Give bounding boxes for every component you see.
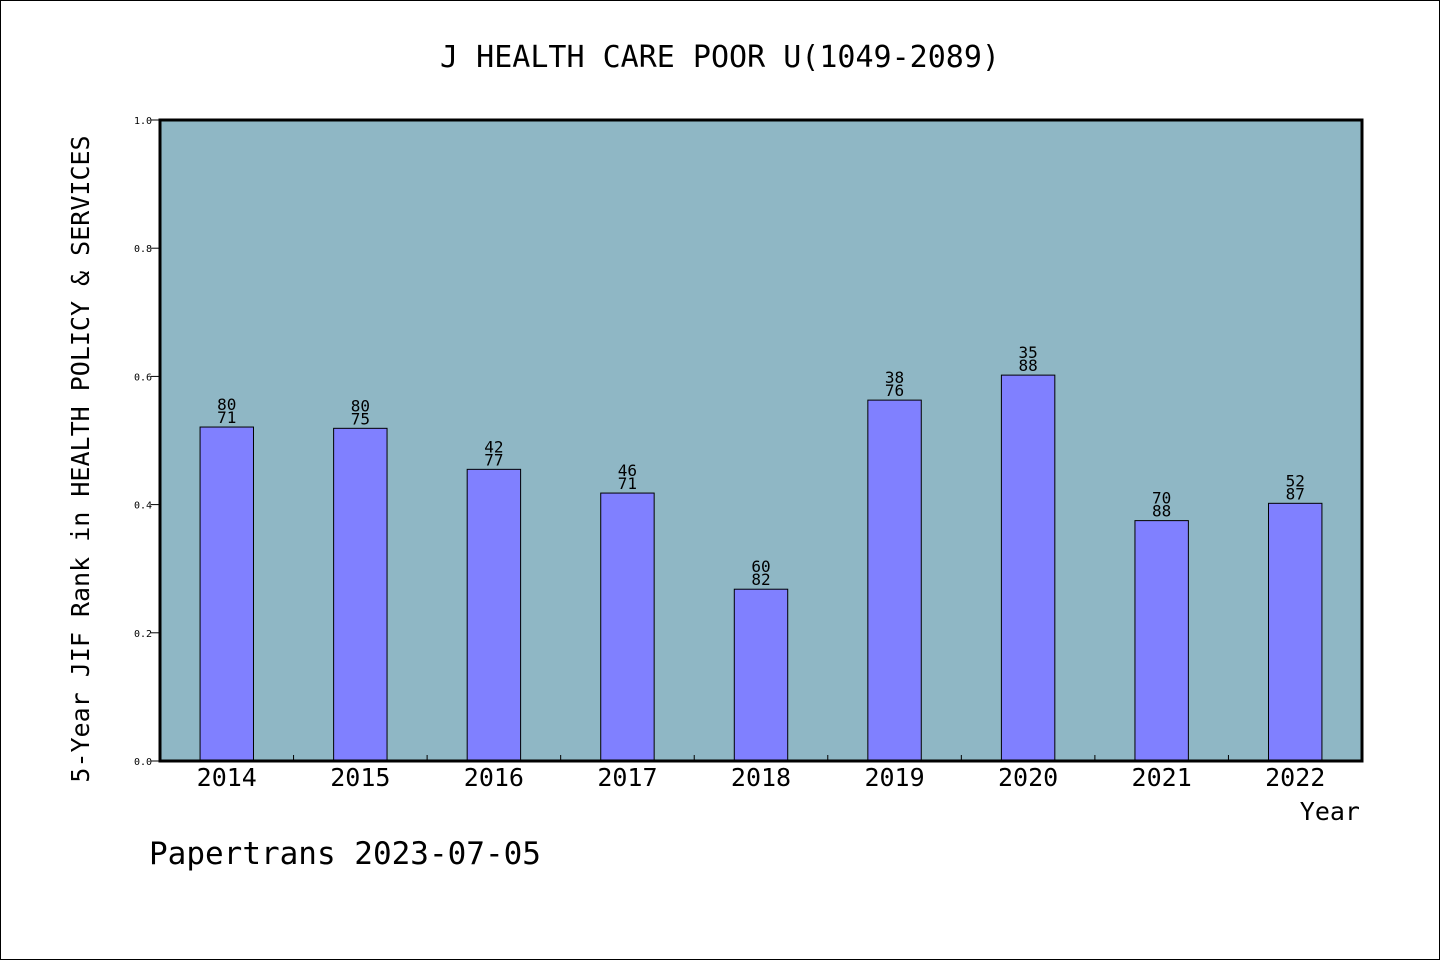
x-tick-label: 2018 <box>731 763 791 792</box>
y-tick-label: 0.4 <box>134 501 152 512</box>
plot-frame <box>158 118 1364 763</box>
y-tick-label: 0.6 <box>134 372 152 383</box>
bar-label-total: 71 <box>618 474 637 493</box>
bar-label-rank: 38 <box>885 368 904 387</box>
bar-label-rank: 80 <box>351 396 370 415</box>
bar-2014 <box>199 426 254 762</box>
y-tick-label: 0.2 <box>134 629 152 640</box>
bar-label-rank: 70 <box>1152 489 1171 508</box>
bar-label-rank: 35 <box>1018 343 1037 362</box>
bar-2016 <box>466 468 522 762</box>
bar-label-rank: 46 <box>618 461 637 480</box>
y-tick-label: 0.0 <box>134 757 152 768</box>
bar-label-total: 71 <box>217 408 236 427</box>
bar-2015 <box>333 427 388 762</box>
bar-2017 <box>600 492 655 762</box>
chart-title: J HEALTH CARE POOR U(1049-2089) <box>440 40 1000 75</box>
bar-label-rank: 60 <box>751 557 770 576</box>
x-tick-label: 2016 <box>464 763 524 792</box>
x-tick-label: 2019 <box>864 763 924 792</box>
x-tick-label: 2014 <box>197 763 257 792</box>
x-axis-title: Year <box>1300 797 1360 826</box>
bar-2018 <box>733 588 789 762</box>
y-axis: 0.0 0.2 0.4 0.6 0.8 1.0 <box>134 116 160 768</box>
bar-label-total: 76 <box>885 381 904 400</box>
x-tick-label: 2015 <box>330 763 390 792</box>
bar-label-total: 77 <box>484 450 503 469</box>
bar-label-total: 75 <box>351 409 370 428</box>
y-tick-label: 1.0 <box>134 116 152 127</box>
x-tick-label: 2021 <box>1132 763 1192 792</box>
x-axis: 2014 2015 2016 2017 2018 2019 2020 2021 2022 <box>197 755 1325 792</box>
bar-label-total: 88 <box>1152 502 1171 521</box>
bar-2020 <box>1000 374 1056 762</box>
bar-label-rank: 52 <box>1286 471 1305 490</box>
bar-label-rank: 42 <box>484 437 503 456</box>
x-tick-label: 2022 <box>1265 763 1325 792</box>
bar-label-total: 87 <box>1286 484 1305 503</box>
x-tick-label: 2017 <box>597 763 657 792</box>
bar-2019 <box>867 399 922 762</box>
bar-2021 <box>1134 520 1189 762</box>
bar-label-total: 88 <box>1018 356 1037 375</box>
bar-label-rank: 80 <box>217 395 236 414</box>
bar-2022 <box>1268 502 1323 762</box>
y-axis-title: 5-Year JIF Rank in HEALTH POLICY & SERVI… <box>66 135 95 782</box>
bar-label-total: 82 <box>751 570 770 589</box>
x-tick-label: 2020 <box>998 763 1058 792</box>
y-tick-label: 0.8 <box>134 244 152 255</box>
footer-credit: Papertrans 2023-07-05 <box>149 836 541 872</box>
